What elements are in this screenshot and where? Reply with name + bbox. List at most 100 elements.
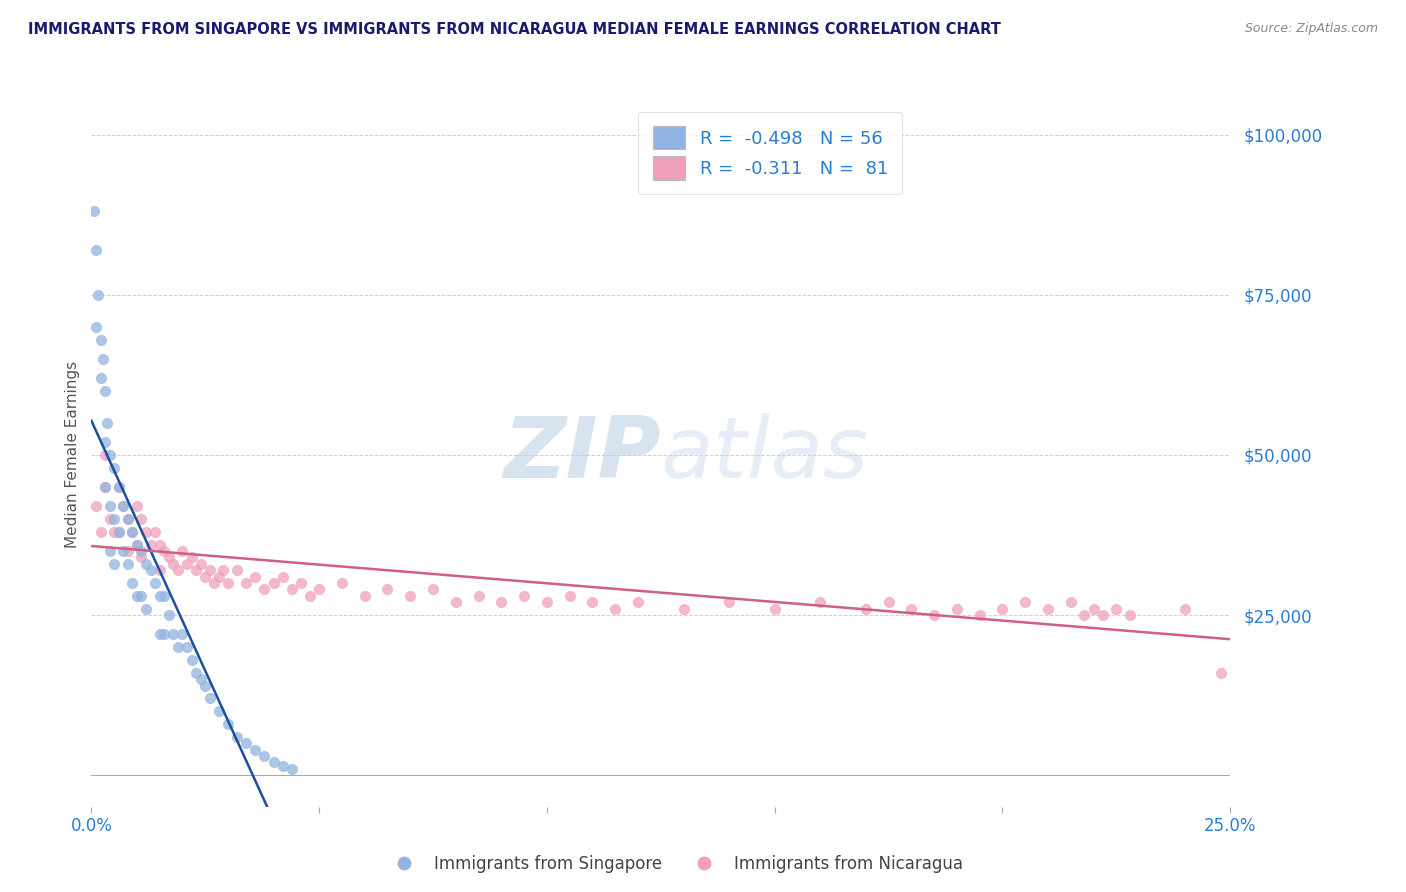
Point bbox=[172, 544, 194, 558]
Point bbox=[991, 601, 1014, 615]
Point bbox=[167, 563, 190, 577]
Point bbox=[969, 608, 991, 623]
Point bbox=[290, 576, 312, 591]
Point bbox=[153, 544, 176, 558]
Point bbox=[855, 601, 877, 615]
Point bbox=[117, 544, 139, 558]
Point bbox=[107, 480, 129, 494]
Point bbox=[627, 595, 650, 609]
Point bbox=[131, 512, 153, 526]
Point bbox=[194, 569, 217, 583]
Point bbox=[946, 601, 969, 615]
Point bbox=[922, 608, 945, 623]
Point bbox=[98, 544, 121, 558]
Point bbox=[180, 653, 202, 667]
Point bbox=[581, 595, 603, 609]
Point bbox=[89, 333, 111, 347]
Point bbox=[172, 627, 194, 641]
Point bbox=[1105, 601, 1128, 615]
Point bbox=[83, 204, 105, 219]
Point bbox=[139, 563, 162, 577]
Text: atlas: atlas bbox=[661, 413, 869, 497]
Point bbox=[162, 627, 184, 641]
Text: Source: ZipAtlas.com: Source: ZipAtlas.com bbox=[1244, 22, 1378, 36]
Point bbox=[135, 557, 157, 571]
Point bbox=[107, 524, 129, 539]
Point bbox=[271, 758, 294, 772]
Point bbox=[194, 679, 217, 693]
Point bbox=[117, 557, 139, 571]
Point bbox=[153, 627, 176, 641]
Point bbox=[377, 582, 399, 597]
Point bbox=[94, 384, 117, 398]
Point bbox=[190, 557, 212, 571]
Point bbox=[808, 595, 831, 609]
Point bbox=[1036, 601, 1059, 615]
Point bbox=[112, 544, 135, 558]
Point bbox=[186, 563, 208, 577]
Point bbox=[217, 717, 239, 731]
Point bbox=[162, 557, 184, 571]
Point bbox=[226, 730, 249, 744]
Point bbox=[84, 499, 107, 513]
Point bbox=[149, 627, 172, 641]
Point bbox=[330, 576, 353, 591]
Point bbox=[198, 691, 221, 706]
Point bbox=[149, 538, 172, 552]
Point bbox=[235, 576, 257, 591]
Point bbox=[763, 601, 786, 615]
Point bbox=[94, 435, 117, 450]
Point bbox=[1014, 595, 1036, 609]
Point bbox=[605, 601, 627, 615]
Point bbox=[131, 589, 153, 603]
Point bbox=[112, 499, 135, 513]
Point bbox=[84, 319, 107, 334]
Point bbox=[263, 756, 285, 770]
Point bbox=[96, 416, 118, 430]
Point bbox=[153, 589, 176, 603]
Point bbox=[121, 524, 143, 539]
Point bbox=[94, 480, 117, 494]
Point bbox=[1211, 665, 1233, 680]
Point bbox=[558, 589, 581, 603]
Legend: R =  -0.498   N = 56, R =  -0.311   N =  81: R = -0.498 N = 56, R = -0.311 N = 81 bbox=[638, 112, 903, 194]
Point bbox=[198, 563, 221, 577]
Point bbox=[157, 608, 180, 623]
Point bbox=[98, 499, 121, 513]
Y-axis label: Median Female Earnings: Median Female Earnings bbox=[65, 361, 80, 549]
Point bbox=[1091, 608, 1114, 623]
Point bbox=[149, 589, 172, 603]
Point bbox=[263, 576, 285, 591]
Text: ZIP: ZIP bbox=[503, 413, 661, 497]
Point bbox=[271, 569, 294, 583]
Point bbox=[1060, 595, 1083, 609]
Point bbox=[139, 538, 162, 552]
Point bbox=[167, 640, 190, 654]
Point bbox=[513, 589, 536, 603]
Point bbox=[125, 499, 148, 513]
Text: IMMIGRANTS FROM SINGAPORE VS IMMIGRANTS FROM NICARAGUA MEDIAN FEMALE EARNINGS CO: IMMIGRANTS FROM SINGAPORE VS IMMIGRANTS … bbox=[28, 22, 1001, 37]
Point bbox=[202, 576, 225, 591]
Point bbox=[135, 524, 157, 539]
Point bbox=[117, 512, 139, 526]
Point bbox=[281, 762, 304, 776]
Point bbox=[1119, 608, 1142, 623]
Point bbox=[125, 538, 148, 552]
Point bbox=[135, 601, 157, 615]
Point bbox=[208, 569, 231, 583]
Point bbox=[107, 480, 129, 494]
Point bbox=[353, 589, 375, 603]
Point bbox=[84, 243, 107, 257]
Point bbox=[217, 576, 239, 591]
Point bbox=[94, 480, 117, 494]
Point bbox=[1083, 601, 1105, 615]
Point bbox=[1174, 601, 1197, 615]
Point bbox=[103, 512, 125, 526]
Point bbox=[87, 287, 110, 301]
Point bbox=[176, 640, 198, 654]
Point bbox=[125, 589, 148, 603]
Point bbox=[1073, 608, 1095, 623]
Point bbox=[190, 672, 212, 686]
Point bbox=[103, 557, 125, 571]
Point bbox=[103, 524, 125, 539]
